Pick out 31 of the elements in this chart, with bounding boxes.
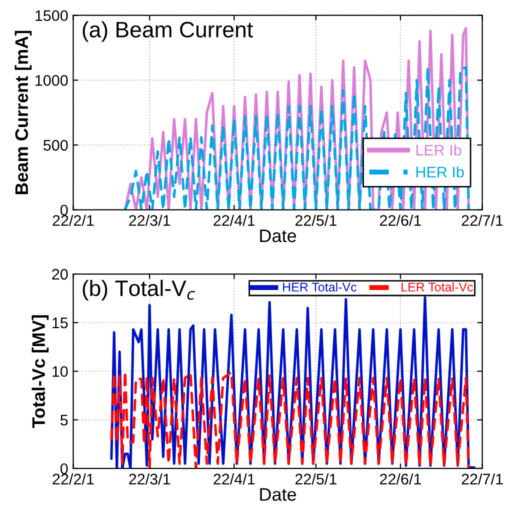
y-tick-label: 0	[60, 463, 68, 474]
x-tick-label: 22/6/1	[380, 214, 421, 226]
y-tick-label: 5	[60, 414, 68, 426]
chart-title: (a) Beam Current	[82, 21, 253, 42]
x-tick-label: 22/7/1	[462, 473, 503, 485]
x-tick-label: 22/3/1	[129, 214, 170, 226]
x-tick-label: 22/4/1	[214, 473, 255, 485]
x-tick-label: 22/2/1	[52, 473, 94, 485]
x-tick-label: 22/5/1	[295, 473, 336, 485]
y-tick-label: 500	[43, 140, 68, 151]
y-tick-label: 0	[60, 204, 68, 216]
x-tick-label: 22/5/1	[295, 214, 336, 226]
chart-title: (b) Total-V$_{c}$	[82, 280, 195, 301]
legend-label: HER Ib	[416, 166, 464, 178]
x-tick-label: 22/6/1	[380, 473, 421, 485]
y-tick-label: 15	[52, 318, 68, 328]
y-tick-label: 1500	[36, 10, 68, 22]
x-tick-label: 22/7/1	[462, 214, 503, 226]
legend-label: LER Ib	[416, 144, 462, 156]
y-axis-title: Total-Vc [MV]	[32, 315, 49, 428]
y-axis-title: Beam Current [mA]	[14, 30, 32, 194]
y-tick-label: 20	[52, 268, 68, 280]
x-axis-title: Date	[260, 488, 296, 501]
y-tick-label: 1000	[36, 75, 68, 86]
x-tick-label: 22/2/1	[52, 214, 94, 226]
legend-label: HER Total-Vc	[283, 282, 356, 292]
x-axis-title: Date	[260, 230, 296, 242]
y-tick-label: 10	[52, 366, 68, 377]
x-tick-label: 22/4/1	[214, 214, 255, 226]
x-tick-label: 22/3/1	[129, 473, 170, 485]
legend-label: LER Total-Vc	[402, 282, 473, 292]
